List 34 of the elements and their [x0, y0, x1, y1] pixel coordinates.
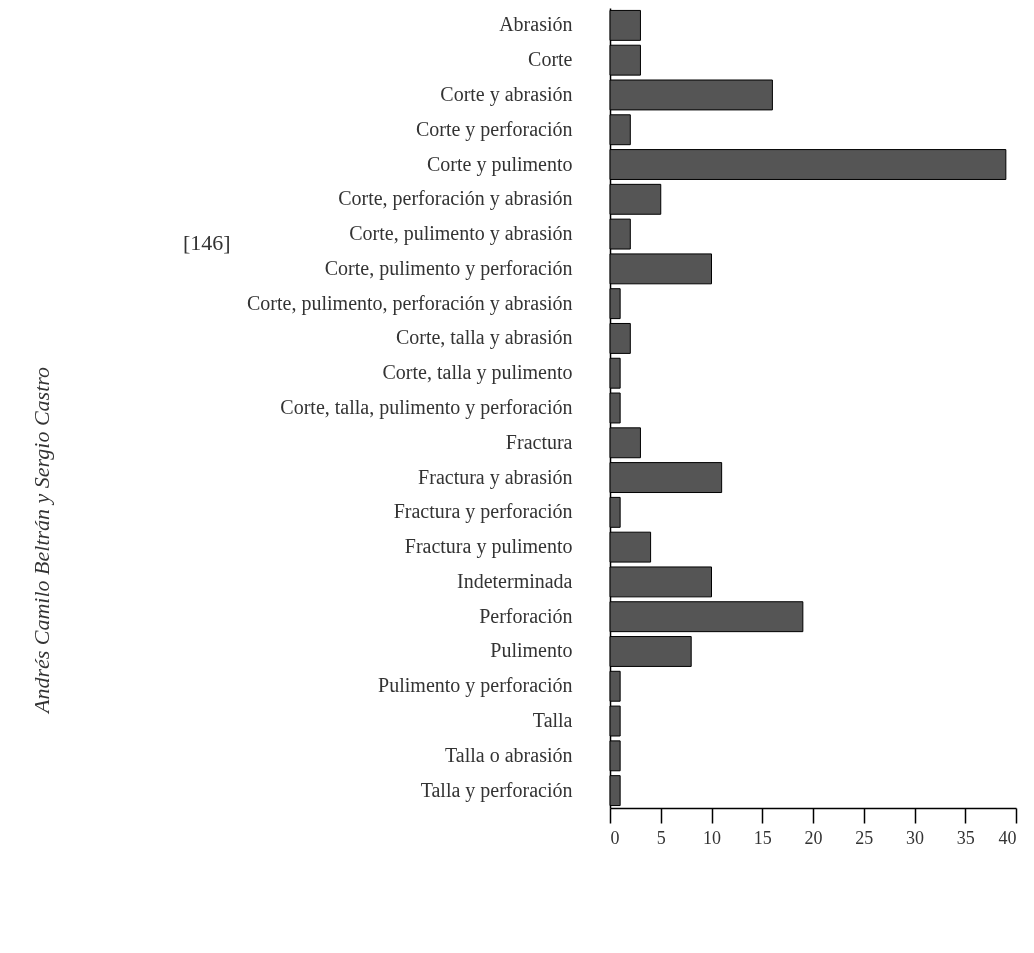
- y-tick-label: Corte y pulimento: [426, 152, 573, 176]
- text: [146]: [183, 230, 231, 256]
- y-tick-label: Fractura y abrasión: [418, 465, 573, 489]
- x-tick-label: 20: [804, 827, 823, 848]
- y-tick-label: Pulimento y perforación: [378, 674, 573, 698]
- y-tick-label: Corte, pulimento, perforación y abrasión: [247, 291, 573, 315]
- y-tick-label: Corte y perforación: [415, 117, 573, 141]
- y-tick-label: Fractura y perforación: [393, 500, 573, 524]
- y-tick-label: Fractura: [505, 430, 573, 453]
- y-tick-label: Indeterminada: [457, 569, 573, 592]
- x-tick-label: 0: [610, 827, 620, 848]
- y-tick-label: Corte y abrasión: [440, 82, 573, 106]
- x-tick-label: 5: [656, 827, 666, 848]
- y-tick-label: Perforación: [479, 604, 573, 627]
- y-tick-label: Talla y perforación: [420, 778, 573, 802]
- y-tick-label: Corte, pulimento y abrasión: [349, 222, 573, 246]
- x-tick-label: 40: [998, 827, 1017, 848]
- x-tick-label: 35: [956, 827, 975, 848]
- y-tick-label: Corte: [528, 48, 573, 71]
- y-tick-label: Corte, talla, pulimento y perforación: [280, 396, 573, 419]
- y-tick-label: Corte, pulimento y perforación: [324, 256, 573, 280]
- y-tick-label: Corte, talla y abrasión: [395, 326, 573, 350]
- y-tick-label: Corte, talla y pulimento: [382, 361, 573, 385]
- x-tick-label: 25: [855, 827, 874, 848]
- x-tick-label: 15: [753, 827, 772, 848]
- y-tick-label: Corte, perforación y abrasión: [338, 187, 573, 211]
- y-tick-label: Abrasión: [499, 13, 573, 36]
- x-tick-label: 30: [906, 827, 924, 848]
- y-tick-label: Talla o abrasión: [445, 743, 573, 766]
- y-tick-label: Talla: [532, 709, 573, 732]
- text: Andrés Camilo Beltrán y Sergio Castro: [29, 366, 55, 714]
- x-tick-label: 10: [703, 827, 721, 848]
- y-tick-label: Fractura y pulimento: [404, 535, 573, 559]
- y-tick-label: Pulimento: [490, 639, 573, 662]
